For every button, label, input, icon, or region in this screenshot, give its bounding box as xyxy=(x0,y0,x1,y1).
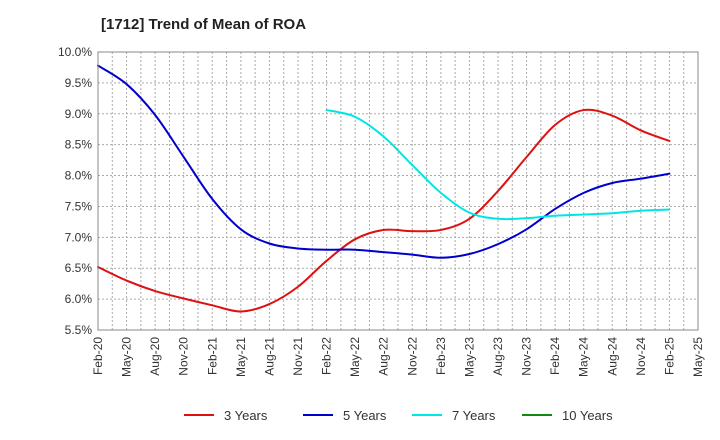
y-tick-label: 9.5% xyxy=(65,76,93,90)
y-tick-label: 8.5% xyxy=(65,138,93,152)
series-line-1 xyxy=(97,108,671,313)
legend-label: 10 Years xyxy=(562,408,613,423)
series-line-2 xyxy=(97,64,671,259)
series-lines xyxy=(97,64,671,313)
x-tick-label: Feb-24 xyxy=(548,337,562,375)
x-tick-label: Aug-24 xyxy=(605,337,619,376)
x-tick-label: May-24 xyxy=(577,337,591,377)
x-tick-label: May-25 xyxy=(691,337,705,377)
x-tick-label: Feb-25 xyxy=(662,337,676,375)
legend-label: 7 Years xyxy=(452,408,496,423)
x-tick-label: May-21 xyxy=(234,337,248,377)
x-tick-label: May-20 xyxy=(120,337,134,377)
legend-label: 5 Years xyxy=(343,408,387,423)
x-tick-label: Feb-20 xyxy=(91,337,105,375)
x-tick-label: Nov-23 xyxy=(520,337,534,376)
y-tick-label: 6.5% xyxy=(65,261,93,275)
y-tick-label: 7.0% xyxy=(65,230,93,244)
legend-label: 3 Years xyxy=(224,408,268,423)
legend: 3 Years 5 Years 7 Years 10 Years xyxy=(184,408,613,423)
y-tick-label: 7.5% xyxy=(65,199,93,213)
x-tick-label: Aug-21 xyxy=(262,337,276,376)
y-tick-label: 10.0% xyxy=(58,45,92,59)
x-tick-label: Aug-22 xyxy=(377,337,391,376)
y-tick-label: 8.0% xyxy=(65,169,93,183)
y-tick-label: 9.0% xyxy=(65,107,93,121)
x-tick-label: Nov-22 xyxy=(405,337,419,376)
x-axis-ticks: Feb-20 May-20 Aug-20 Nov-20 Feb-21 May-21 Aug-… xyxy=(91,337,705,377)
y-tick-label: 6.0% xyxy=(65,292,93,306)
x-tick-label: Nov-24 xyxy=(634,337,648,376)
grid xyxy=(97,51,699,331)
series-line-3 xyxy=(325,109,671,221)
x-tick-label: Feb-21 xyxy=(205,337,219,375)
x-tick-label: Aug-23 xyxy=(491,337,505,376)
x-tick-label: Nov-20 xyxy=(177,337,191,376)
chart-title: [1712] Trend of Mean of ROA xyxy=(101,16,306,33)
plot-frame xyxy=(97,51,699,331)
x-tick-label: Aug-20 xyxy=(148,337,162,376)
x-tick-label: May-23 xyxy=(462,337,476,377)
x-tick-label: May-22 xyxy=(348,337,362,377)
x-tick-label: Feb-22 xyxy=(320,337,334,375)
y-tick-label: 5.5% xyxy=(65,323,93,337)
x-tick-label: Nov-21 xyxy=(291,337,305,376)
x-tick-label: Feb-23 xyxy=(434,337,448,375)
y-axis-ticks: 10.0% 9.5% 9.0% 8.5% 8.0% 7.5% 7.0% 6.5% 6.0% 5.5… xyxy=(58,45,92,337)
